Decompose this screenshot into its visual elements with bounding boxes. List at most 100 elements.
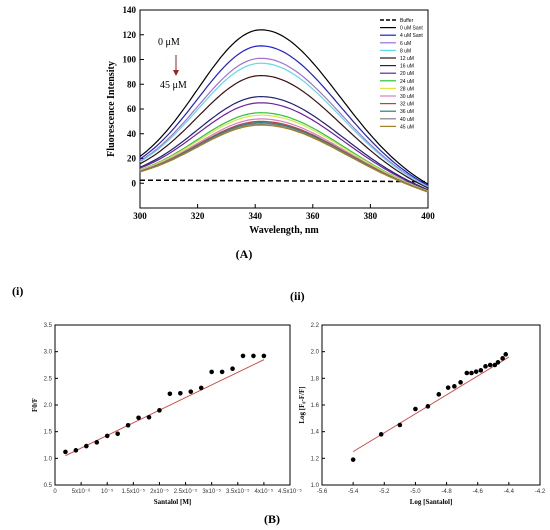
chart-b-i: 0.5 1.0 1.5 2.0 2.5 3.0 3.5 0 5x10⁻⁶ 10⁻⁵ 1.5x10⁻⁵…: [31, 323, 302, 506]
data-point: [157, 408, 162, 413]
series-line-4: [139, 62, 429, 188]
series-line-6: [139, 95, 429, 191]
legend-label: 36 uM: [400, 109, 414, 115]
y-tick-label-a: 120: [123, 30, 137, 40]
x-tick-label-a: 340: [248, 211, 262, 221]
legend-label: 0 uM Sant: [400, 26, 423, 32]
x-tick-label-a: 400: [421, 211, 435, 221]
data-point: [219, 369, 225, 375]
y-tick-label: 1.4: [311, 430, 320, 436]
y-axis-title: F0/F: [31, 398, 39, 412]
data-point: [209, 369, 214, 375]
data-point: [115, 431, 120, 437]
data-point: [73, 448, 79, 453]
data-point: [146, 414, 152, 420]
y-tick-label-a: 60: [127, 104, 137, 114]
data-point: [469, 370, 474, 376]
x-tick-label-a: 300: [133, 211, 147, 221]
data-point: [500, 356, 505, 361]
data-point: [84, 443, 89, 449]
y-tick-label-a: 20: [127, 154, 137, 164]
annotation-arrow-head: [173, 70, 179, 76]
x-tick-label: 2x10⁻⁵: [150, 488, 169, 495]
y-tick-label: 1.0: [311, 483, 320, 489]
chart-b-ii: 1.0 1.2 1.4 1.6 1.8 2.0 2.2 -5.6 -5.4 -5.2 -5.0 -4.…: [298, 323, 546, 506]
data-point: [425, 404, 431, 409]
x-tick-label: 0: [53, 489, 57, 495]
legend-label: 45 uM: [400, 124, 414, 130]
y-tick-label: 1.0: [44, 456, 53, 462]
y-tick-label-a: 100: [123, 55, 137, 65]
x-tick-label: -4.6: [473, 489, 484, 495]
y-tick-label: 1.6: [311, 403, 320, 409]
fit-line: [65, 359, 265, 457]
data-point: [198, 385, 204, 391]
annotation-top: 0 μM: [158, 37, 180, 48]
y-tick-label-a: 140: [123, 5, 137, 15]
x-axis-title-a: Wavelength, nm: [249, 225, 319, 236]
y-tick-label: 1.5: [44, 430, 53, 436]
y-tick-label: 0.5: [44, 483, 53, 489]
y-tick-label: 1.8: [311, 376, 320, 382]
annotation-bottom: 45 μM: [160, 80, 187, 91]
data-point: [436, 392, 442, 397]
y-tick-label-a: 40: [127, 129, 137, 139]
y-axis-title-a: Fluorescence Intensity: [106, 61, 117, 157]
panel-label-ii: (ii): [290, 289, 305, 303]
series-line-2: [139, 45, 429, 187]
data-point: [483, 364, 488, 369]
legend-label: 40 uM: [400, 117, 414, 123]
data-point: [478, 368, 484, 373]
series-line-10: [139, 118, 429, 193]
legend-label: Buffer: [400, 18, 414, 24]
y-tick-label: 3.5: [44, 323, 53, 329]
x-tick-label: 4x10⁻⁵: [255, 488, 274, 495]
data-point: [240, 353, 246, 359]
data-point: [230, 366, 235, 372]
data-point: [503, 352, 509, 357]
y-axis-title: Log [F₀-F/F]: [298, 386, 306, 423]
data-point: [261, 353, 267, 359]
legend-label: 30 uM: [400, 94, 414, 100]
data-point: [94, 440, 100, 445]
x-tick-label: -4.4: [504, 489, 515, 495]
series-line-14: [139, 124, 429, 193]
x-tick-label: 3.5x10⁻⁵: [226, 488, 250, 495]
y-tick-label-a: 80: [127, 79, 137, 89]
x-tick-label: 10⁻⁵: [101, 488, 114, 495]
x-axis-title: Log [Santalol]: [410, 498, 453, 506]
y-tick-label: 2.0: [44, 403, 53, 409]
data-point: [445, 385, 451, 390]
x-tick-label: 5x10⁻⁶: [72, 488, 91, 495]
data-point: [495, 360, 501, 365]
data-point: [125, 422, 131, 428]
data-point: [136, 415, 141, 421]
data-point: [178, 390, 183, 396]
y-tick-label: 2.5: [44, 376, 53, 382]
data-point: [251, 353, 256, 359]
data-point: [350, 457, 356, 462]
data-point: [167, 391, 173, 397]
x-tick-label-a: 360: [306, 211, 320, 221]
plot-frame: [54, 324, 291, 486]
x-tick-label: 2.5x10⁻⁵: [174, 488, 198, 495]
x-tick-label: -4.2: [535, 489, 546, 495]
fit-line: [352, 356, 510, 453]
y-tick-label-a: 0: [132, 178, 137, 188]
panel-label-a: (A): [236, 247, 253, 261]
series-line-3: [139, 57, 429, 188]
y-tick-label: 1.2: [311, 456, 320, 462]
legend-label: 16 uM: [400, 64, 414, 70]
series-line-1: [139, 29, 429, 185]
y-tick-label: 2.0: [311, 350, 320, 356]
data-point: [397, 422, 403, 428]
legend-label: 28 uM: [400, 86, 414, 92]
series-line-9: [139, 114, 429, 192]
data-point: [104, 433, 110, 439]
series-line-7: [139, 102, 429, 191]
x-tick-label: 1.5x10⁻⁵: [121, 488, 145, 495]
x-axis-title: Santalol [M]: [154, 498, 192, 506]
data-point: [458, 380, 463, 385]
y-tick-label: 3.0: [44, 350, 53, 356]
